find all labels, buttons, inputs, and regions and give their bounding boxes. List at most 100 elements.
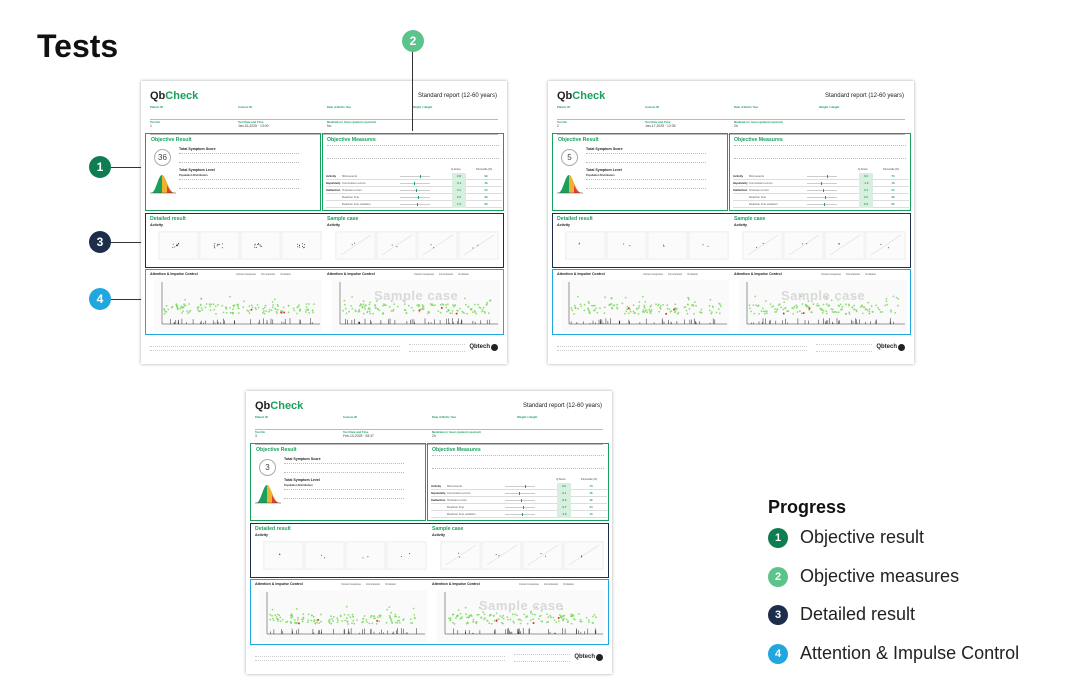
activity-panels [742, 231, 906, 260]
sample-activity-label: Activity [432, 533, 445, 537]
objective-measures-box: Objective Measures Q-Score Percentile (%) A… [322, 133, 504, 211]
marker-2: 2 [402, 30, 424, 52]
measure-marker [417, 202, 419, 206]
field-test-no: Test No 1 [150, 120, 160, 128]
measure-name: Microevents [447, 484, 463, 488]
percentile-value: 90 [484, 202, 488, 206]
measure-category: Inattention [733, 188, 748, 192]
legend-commission: Commission [260, 273, 276, 276]
level-description [179, 179, 299, 189]
detailed-activity-label: Activity [150, 223, 163, 227]
footer-address [514, 654, 570, 662]
field-dob-sex: Date of Birth / Sex [327, 105, 351, 109]
legend-correct: Correct response [821, 273, 841, 276]
objective-result-heading: Objective Result [256, 447, 297, 453]
measures-table: Q-Score Percentile (%) Activity Microevents… [733, 166, 909, 208]
measure-marker [524, 484, 526, 488]
qbtech-logo: Qbtech [876, 344, 897, 350]
field-weight-height: Weight / Height [819, 105, 839, 109]
percentile-value: 42 [589, 498, 593, 502]
measure-row: Activity Microevents 2.8 99 [326, 173, 502, 180]
sample-activity-label: Activity [327, 223, 340, 227]
attention-impulse-box: Attention & Impulse Control Attention & I… [552, 269, 911, 335]
measure-scale [400, 181, 430, 185]
attention-plot-sample [437, 590, 605, 642]
measure-category: Inattention [326, 188, 341, 192]
sample-activity-plot [742, 231, 906, 260]
attention-legend: Correct response Commission Omission [236, 273, 291, 276]
objective-measures-box: Objective Measures Q-Score Percentile (%) A… [427, 443, 609, 521]
footer-address [816, 344, 872, 352]
attention-plot-sample [739, 280, 907, 332]
progress-badge: 4 [768, 643, 788, 664]
patient-info-row: Patient ID Custom ID Date of Birth / Sex We… [255, 415, 603, 430]
measure-category: Activity [431, 484, 442, 488]
population-distribution-chart [557, 175, 583, 194]
measure-name: Commission errors [342, 181, 366, 185]
legend-commission: Commission [667, 273, 683, 276]
progress-label: Objective measures [800, 565, 960, 586]
progress-item-attention-impulse-control: 4 Attention & Impulse Control [768, 643, 1019, 683]
population-distribution-label: Population Distribution [179, 174, 208, 177]
q-score-value: 2.8 [452, 173, 466, 180]
measure-scale [400, 195, 430, 199]
measure-marker [523, 505, 524, 509]
measure-row: Activity Microevents 0.0 73 [733, 173, 909, 180]
field-patient-id: Patient ID [150, 105, 163, 109]
activity-panels [335, 231, 499, 260]
detailed-result-box: Detailed result Activity Sample case Activi… [552, 213, 911, 268]
test-info-row: Test No 1 Test Date and Time Jan-16-2025 · … [150, 120, 498, 135]
attention-heading: Attention & Impulse Control [557, 272, 605, 276]
progress-title: Progress [768, 497, 847, 517]
sample-case-heading: Sample case [432, 526, 464, 532]
measure-name: Microevents [342, 174, 358, 178]
measure-row: Reaction time variation 1.3 90 [326, 201, 502, 208]
field-label: Test Date and Time [645, 120, 671, 124]
activity-panels [158, 231, 322, 260]
q-score-value: 0.1 [859, 187, 873, 194]
field-label: Weight / Height [819, 105, 840, 109]
detailed-activity-label: Activity [255, 533, 268, 537]
qbcheck-logo: QbCheck [150, 90, 198, 102]
measures-table: Q-Score Percentile (%) Activity Microevents… [326, 166, 502, 208]
field-label: Test No [557, 120, 568, 124]
percentile-value: 62 [891, 202, 895, 206]
measure-scale [807, 188, 837, 192]
q-score-value: 1.3 [452, 201, 466, 208]
field-label: Custom ID [645, 105, 659, 109]
measures-intro [327, 145, 499, 159]
field-custom-id: Custom ID [343, 415, 357, 419]
objective-result-box: Objective Result 3 Total Symptom Score Tota… [250, 443, 426, 521]
reaction-scatter [746, 282, 905, 325]
qbtech-logo: Qbtech [469, 344, 490, 350]
qbtech-logo-icon [898, 344, 905, 351]
measure-marker [413, 181, 415, 185]
measure-row: Reaction time variation -1.2 10 [431, 511, 607, 518]
legend-omission: Omission [280, 273, 291, 276]
field-medication: Medication / hours (patient reported) No [327, 120, 376, 128]
measure-category: Inattention [431, 498, 446, 502]
progress-legend: Progress 1 Objective result 2 Objective … [768, 497, 1019, 683]
reaction-scatter [568, 282, 727, 325]
measures-table-header: Q-Score Percentile (%) [733, 166, 909, 173]
sample-case-heading: Sample case [734, 216, 766, 222]
measure-name: Reaction time [749, 195, 767, 199]
total-symptom-score-value: 36 [154, 149, 171, 166]
attention-legend-sample: Correct response Commission Omission [414, 273, 469, 276]
footer-disclaimer [150, 346, 400, 351]
attention-plot [154, 280, 322, 332]
attention-heading-sample: Attention & Impulse Control [734, 272, 782, 276]
footer-disclaimer [557, 346, 807, 351]
measure-name: Commission errors [749, 181, 773, 185]
sample-activity-plot [440, 541, 604, 570]
measure-row: Reaction time 2.2 99 [733, 194, 909, 201]
progress-label: Detailed result [800, 604, 916, 624]
percentile-value: 24 [589, 505, 593, 509]
objective-result-heading: Objective Result [151, 137, 192, 143]
progress-badge: 3 [768, 605, 788, 625]
attention-legend: Correct response Commission Omission [341, 583, 396, 586]
reaction-scatter [444, 592, 603, 635]
measures-intro [432, 455, 604, 469]
field-label: Weight / Height [517, 415, 538, 419]
attention-plot [561, 280, 729, 332]
